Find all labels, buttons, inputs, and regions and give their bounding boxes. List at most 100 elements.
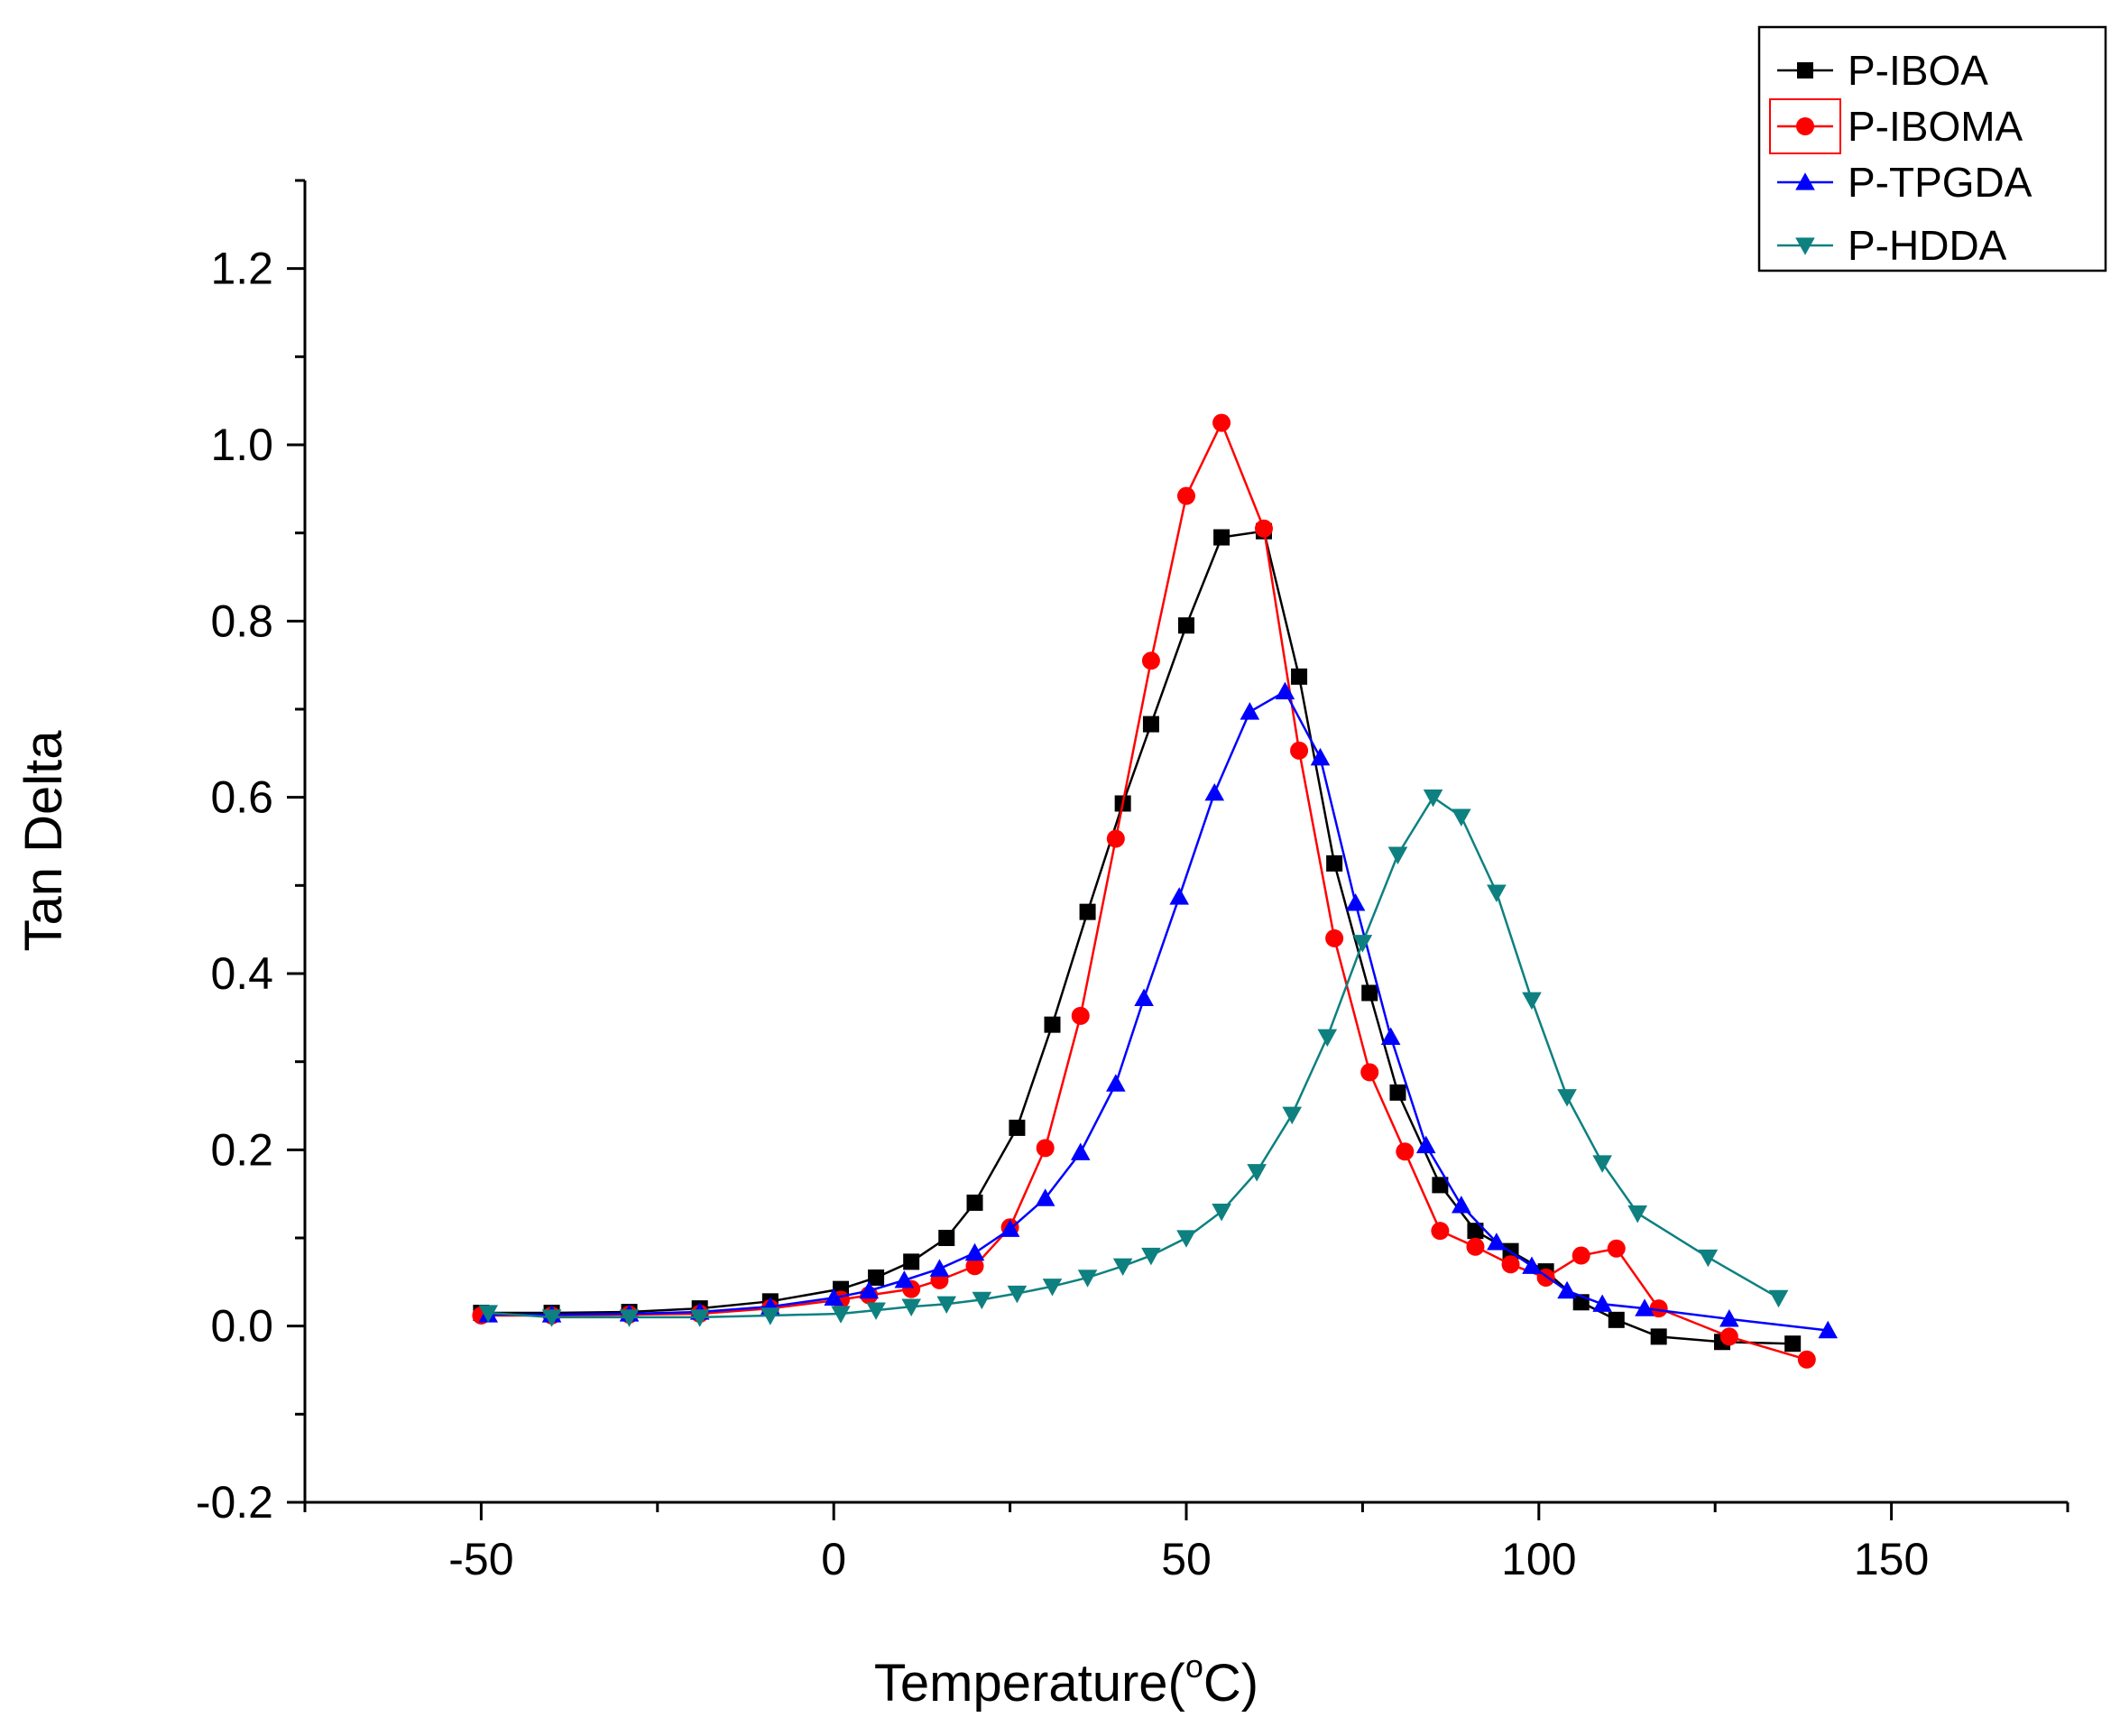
data-point [1431,1222,1450,1241]
data-point [903,1253,920,1270]
data-point [1452,1196,1471,1214]
x-tick-label: 150 [1854,1534,1929,1584]
data-point [1070,1142,1091,1160]
data-point [1204,782,1225,801]
data-point [1557,1089,1577,1107]
data-point [824,1288,843,1307]
data-point [1650,1328,1667,1345]
data-point [1423,790,1443,808]
data-point [1071,1006,1090,1025]
data-point [1178,617,1194,634]
data-point [1275,681,1295,700]
data-point [1009,1119,1026,1136]
data-point [1044,1016,1061,1033]
x-axis-label-main: Temperature( [874,1654,1185,1713]
data-point [1352,935,1373,953]
y-axis: -0.2 0.0 0.2 0.4 0.6 0.8 1.0 1.2 [196,179,307,1528]
data-point [760,1307,780,1325]
legend-label: P-IBOA [1848,47,1988,94]
data-point [1415,1135,1436,1154]
y-tick-label: 0.0 [210,1301,273,1352]
data-point [972,1291,992,1310]
data-point [938,1230,955,1246]
x-axis-label-superscript: o [1185,1648,1203,1685]
series-line [481,420,1808,1361]
x-tick-label: 0 [821,1534,846,1584]
data-point [966,1194,983,1211]
data-point [1768,1289,1789,1308]
series-group [472,413,1839,1369]
data-point [901,1298,921,1316]
data-point [936,1296,957,1315]
data-point [478,1305,499,1323]
y-axis-label: Tan Delta [14,730,73,952]
data-point [1501,1255,1520,1274]
data-point [1522,1256,1542,1274]
data-point [1627,1205,1648,1224]
legend-box [1757,25,2107,272]
y-tick-label: 1.0 [210,420,273,470]
x-tick-label: 50 [1161,1534,1212,1584]
data-point [1247,1164,1267,1182]
legend-entry-p-iboma: P-IBOMA [1777,103,2023,150]
legend-label: P-IBOMA [1848,103,2023,150]
data-point [1317,1029,1338,1048]
data-point [1212,1204,1231,1222]
data-point [1572,1246,1590,1265]
data-point [1360,1063,1379,1082]
data-point [1142,716,1159,733]
data-point [1042,1279,1063,1297]
data-point [1169,887,1189,905]
legend-label: P-TPGDA [1848,159,2032,206]
data-point [541,1309,562,1327]
legend-entry-p-tpgda: P-TPGDA [1777,159,2032,206]
data-point [868,1269,885,1286]
data-point [1592,1155,1612,1173]
data-point [1177,486,1195,505]
data-point [1035,1188,1055,1206]
x-tick-label: 100 [1501,1534,1576,1584]
data-point [929,1259,950,1277]
data-point [1387,846,1408,864]
data-point [1134,988,1154,1006]
legend-marker [1795,172,1815,190]
legend-marker [1795,237,1815,255]
data-point [1112,1258,1133,1277]
data-point [1607,1239,1626,1258]
data-point [965,1257,984,1276]
y-tick-label: 0.8 [210,596,273,646]
data-point [1213,529,1231,546]
y-tick-label: -0.2 [196,1477,273,1528]
data-point [1240,702,1260,720]
data-point [1608,1311,1625,1328]
data-point [1141,1247,1161,1266]
legend-entry-p-iboa: P-IBOA [1777,47,1988,94]
data-point [831,1306,851,1324]
data-point [1077,1270,1098,1288]
data-point [894,1270,915,1288]
x-axis-label-unit: C) [1203,1654,1258,1713]
legend: P-IBOA P-IBOMA P-TPGDA P-HDDA [1757,25,2107,272]
y-tick-label: 0.4 [210,948,273,999]
data-point [1291,668,1308,685]
data-point [1310,747,1331,766]
x-axis-label: Temperature(oC) [874,1648,1258,1713]
data-point [1432,1177,1449,1194]
data-point [1079,903,1096,920]
data-point [1254,519,1273,538]
data-point [1466,1237,1485,1256]
data-point [1212,413,1231,432]
data-point [1635,1298,1655,1316]
x-tick-label: -50 [448,1534,513,1584]
data-point [1176,1230,1196,1248]
data-point [1818,1320,1839,1339]
data-point [1487,1233,1507,1251]
data-point [1784,1335,1802,1353]
data-point [1000,1219,1020,1237]
data-point [1452,808,1471,826]
data-point [1141,651,1160,670]
series-p-iboma [472,413,1816,1369]
data-point [1389,1084,1406,1101]
data-point [1361,984,1378,1002]
y-tick-label: 0.6 [210,772,273,823]
